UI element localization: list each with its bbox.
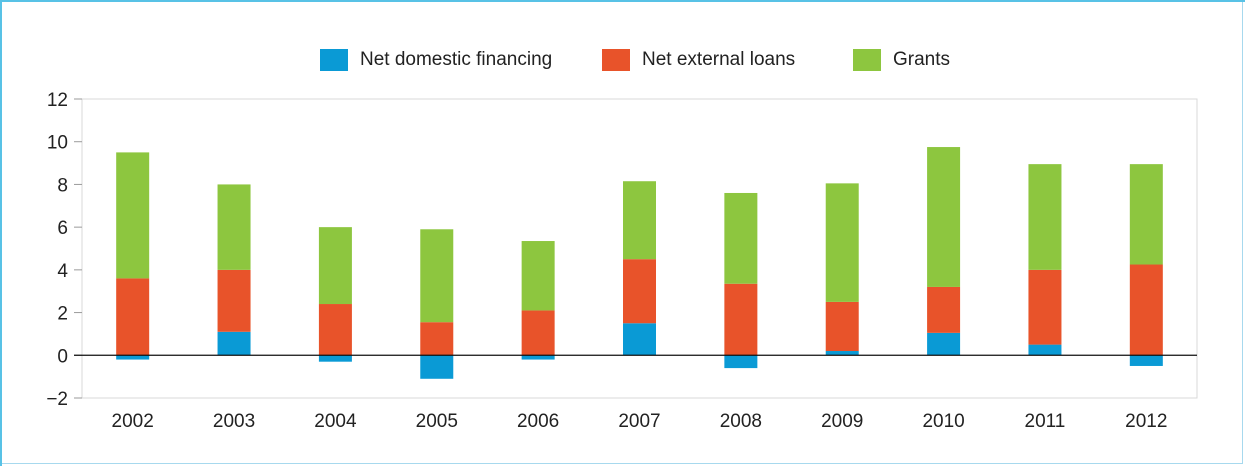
bar-2005-grants [420,229,454,323]
legend-item-grants: Grants [853,46,950,74]
legend-swatch-net-external-loans [602,49,630,71]
bar-2003-net-domestic-financing [217,331,251,356]
frame-top-rule [0,0,1245,2]
y-tick-label: 10 [47,133,68,154]
x-tick-label: 2007 [618,411,660,432]
bar-2010-grants [927,147,961,287]
legend-label-grants: Grants [893,49,951,70]
legend-swatch-grants [853,49,881,71]
x-tick-label: 2002 [112,411,154,432]
bar-2005-net-external-loans [420,322,454,356]
legend-item-net-external-loans: Net external loans [602,46,795,74]
chart-legend: Net domestic financing Net external loan… [0,46,1245,76]
bar-2005-net-domestic-financing [420,355,454,379]
bar-2008-net-external-loans [724,283,758,356]
bar-2011-net-external-loans [1028,269,1062,345]
x-tick-label: 2005 [416,411,458,432]
bar-2004-grants [318,227,352,305]
x-tick-label: 2010 [922,411,964,432]
y-tick-label: 0 [57,346,68,367]
bar-2007-net-domestic-financing [623,323,656,356]
plot-border [81,98,1198,399]
legend-label-net-domestic-financing: Net domestic financing [360,49,553,70]
bar-2004-net-external-loans [318,304,352,356]
y-tick-label: 12 [47,90,68,111]
bar-2007-grants [623,181,656,260]
bar-2008-grants [724,192,758,284]
bar-2002-net-external-loans [116,278,150,356]
bar-2009-grants [825,183,859,302]
bar-2011-grants [1028,164,1062,270]
bar-2012-net-domestic-financing [1129,355,1163,366]
bar-2010-net-domestic-financing [927,332,961,356]
bar-2009-net-domestic-financing [825,351,859,356]
bar-2012-net-external-loans [1129,264,1163,356]
x-tick-label: 2009 [821,411,863,432]
y-tick-label: 4 [57,261,68,282]
legend-item-net-domestic-financing: Net domestic financing [320,46,552,74]
x-tick-label: 2008 [720,411,762,432]
bar-2004-net-domestic-financing [318,355,352,362]
y-tick-label: −2 [46,389,68,410]
x-tick-label: 2012 [1125,411,1167,432]
frame-left-rule [0,0,2,466]
bar-2003-grants [217,184,251,270]
x-tick-label: 2003 [213,411,255,432]
bar-2009-net-external-loans [825,301,859,352]
bar-2006-grants [521,241,555,311]
legend-label-net-external-loans: Net external loans [642,49,796,70]
bar-2011-net-domestic-financing [1028,344,1062,356]
bar-2002-net-domestic-financing [116,355,150,360]
bar-2002-grants [116,152,150,279]
bar-2012-grants [1129,164,1163,265]
y-tick-label: 8 [57,175,68,196]
y-tick-label: 2 [57,304,68,325]
y-tick-label: 6 [57,218,68,239]
bar-2006-net-domestic-financing [521,355,555,360]
x-tick-label: 2004 [314,411,357,432]
bar-2008-net-domestic-financing [724,355,758,369]
legend-swatch-net-domestic-financing [320,49,348,71]
bar-2010-net-external-loans [927,286,961,333]
bar-2007-net-external-loans [623,259,656,324]
bar-2003-net-external-loans [217,269,251,332]
x-tick-label: 2011 [1025,411,1066,432]
bar-2006-net-external-loans [521,310,555,356]
x-tick-label: 2006 [517,411,559,432]
